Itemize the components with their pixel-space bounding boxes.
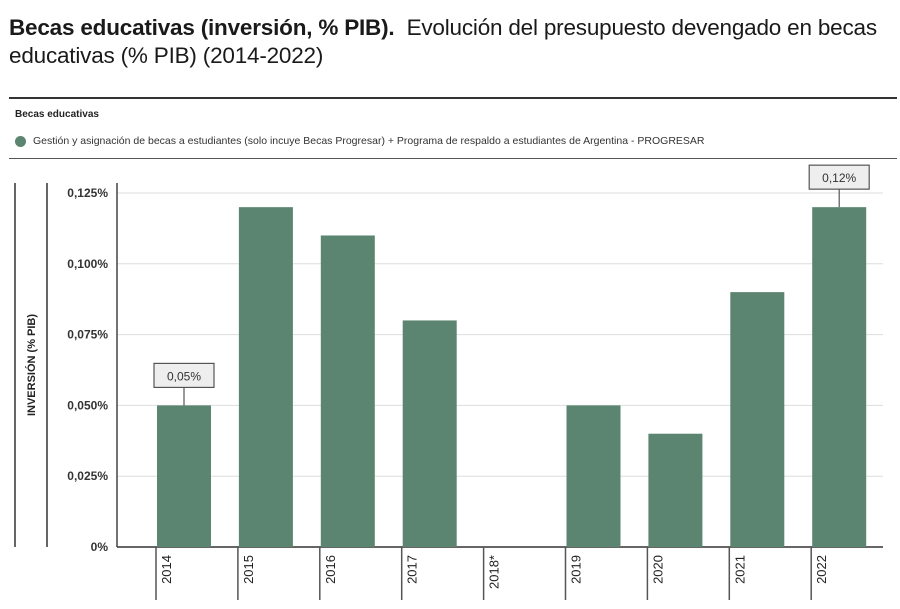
y-axis-label: INVERSIÓN (% PIB) bbox=[25, 314, 38, 416]
x-tick-label: 2019 bbox=[569, 555, 584, 584]
x-tick-label: 2015 bbox=[241, 555, 256, 584]
annotation-box bbox=[153, 362, 215, 388]
bar-2015 bbox=[238, 207, 293, 547]
legend-swatch bbox=[15, 135, 26, 147]
y-tick-label: 0,125% bbox=[67, 186, 108, 200]
y-tick-label: 0% bbox=[91, 540, 109, 554]
data-label: 0,05% bbox=[167, 369, 201, 383]
annotation-box bbox=[808, 164, 870, 190]
bar-2021 bbox=[730, 292, 785, 547]
legend-label: Gestión y asignación de becas a estudian… bbox=[33, 135, 705, 147]
x-tick-label: 2022 bbox=[814, 555, 829, 584]
chart-title: Becas educativas (inversión, % PIB). Evo… bbox=[9, 14, 899, 70]
title-bold: Becas educativas (inversión, % PIB). bbox=[9, 15, 395, 40]
x-tick-label: 2018* bbox=[487, 555, 502, 589]
section-label: Becas educativas bbox=[15, 109, 99, 120]
title-rest: Evolución del presupuesto devengado en b… bbox=[9, 15, 877, 68]
y-tick-label: 0,025% bbox=[67, 469, 108, 483]
x-tick-label: 2017 bbox=[405, 555, 420, 584]
bar-2014 bbox=[157, 405, 211, 547]
x-tick-label: 2020 bbox=[650, 555, 665, 584]
y-tick-label: 0,100% bbox=[67, 257, 108, 271]
divider-top bbox=[9, 97, 897, 99]
x-tick-label: 2016 bbox=[323, 555, 338, 584]
x-tick-label: 2021 bbox=[732, 555, 747, 584]
legend: Gestión y asignación de becas a estudian… bbox=[15, 135, 705, 147]
bar-2022 bbox=[812, 207, 867, 547]
data-label: 0,12% bbox=[822, 171, 856, 185]
bar-2019 bbox=[566, 405, 621, 547]
x-tick-label: 2014 bbox=[159, 555, 174, 584]
bar-2020 bbox=[648, 433, 703, 547]
bar-2017 bbox=[402, 320, 457, 547]
y-tick-label: 0,050% bbox=[67, 398, 108, 412]
bar-2016 bbox=[320, 235, 375, 548]
y-tick-label: 0,075% bbox=[67, 328, 108, 342]
divider-legend bbox=[9, 158, 897, 159]
